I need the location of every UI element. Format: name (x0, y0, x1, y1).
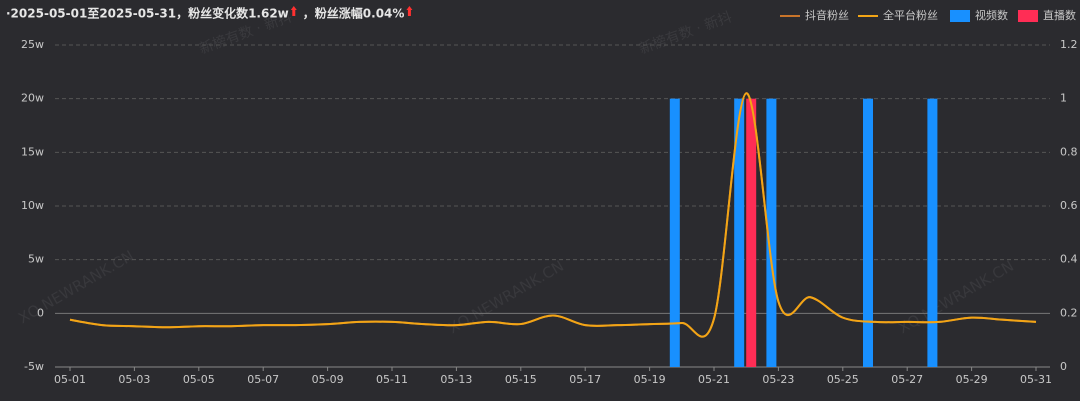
y-tick-label: 5w (28, 253, 44, 266)
bar (669, 98, 680, 368)
y-tick-label: -5w (24, 360, 44, 373)
bar (746, 98, 757, 368)
x-tick-label: 05-05 (183, 373, 215, 386)
y2-tick-label: 1.2 (1060, 38, 1078, 51)
y-tick-label: 0 (37, 306, 44, 319)
legend-label: 全平台粉丝 (883, 8, 938, 22)
x-tick-label: 05-29 (956, 373, 988, 386)
legend-label: 直播数 (1043, 8, 1076, 22)
legend-label: 抖音粉丝 (805, 8, 849, 22)
x-tick-label: 05-15 (505, 373, 537, 386)
y-tick-label: 20w (21, 92, 44, 105)
x-tick-label: 05-19 (634, 373, 666, 386)
y-tick-label: 15w (21, 145, 44, 158)
bar (863, 98, 873, 368)
x-tick-label: 05-23 (762, 373, 794, 386)
x-tick-label: 05-03 (118, 373, 150, 386)
legend-label: 视频数 (975, 8, 1008, 22)
y2-tick-label: 0.6 (1060, 199, 1078, 212)
x-tick-label: 05-01 (54, 373, 86, 386)
legend-item: 抖音粉丝 (780, 8, 849, 22)
y-tick-label: 10w (21, 199, 44, 212)
y2-tick-label: 0.2 (1060, 306, 1078, 319)
bar (766, 98, 777, 368)
y2-tick-label: 0.4 (1060, 253, 1078, 266)
x-tick-label: 05-31 (1020, 373, 1052, 386)
legend-icon (950, 10, 970, 22)
x-tick-label: 05-17 (569, 373, 601, 386)
x-tick-label: 05-21 (698, 373, 730, 386)
up-arrow-icon (406, 6, 413, 16)
summary-text: ，粉丝涨幅0.04% (303, 6, 405, 21)
line (69, 92, 1037, 338)
x-tick-label: 05-25 (827, 373, 859, 386)
y2-tick-label: 1 (1060, 92, 1067, 105)
y2-tick-label: 0 (1060, 360, 1067, 373)
legend-item: 直播数 (1018, 8, 1076, 22)
x-tick-label: 05-11 (376, 373, 408, 386)
x-tick-label: 05-07 (247, 373, 279, 386)
up-arrow-icon (290, 6, 297, 16)
x-tick-label: 05-27 (891, 373, 923, 386)
y2-tick-label: 0.8 (1060, 145, 1078, 158)
y-tick-label: 25w (21, 38, 44, 51)
x-tick-label: 05-09 (312, 373, 344, 386)
legend-item: 视频数 (950, 8, 1008, 22)
legend-item: 全平台粉丝 (858, 8, 938, 22)
x-tick-label: 05-13 (440, 373, 472, 386)
bar (927, 98, 938, 368)
bar (734, 98, 745, 368)
summary-text: ·2025-05-01至2025-05-31，粉丝变化数1.62w (6, 6, 289, 21)
legend-icon (1018, 10, 1038, 22)
